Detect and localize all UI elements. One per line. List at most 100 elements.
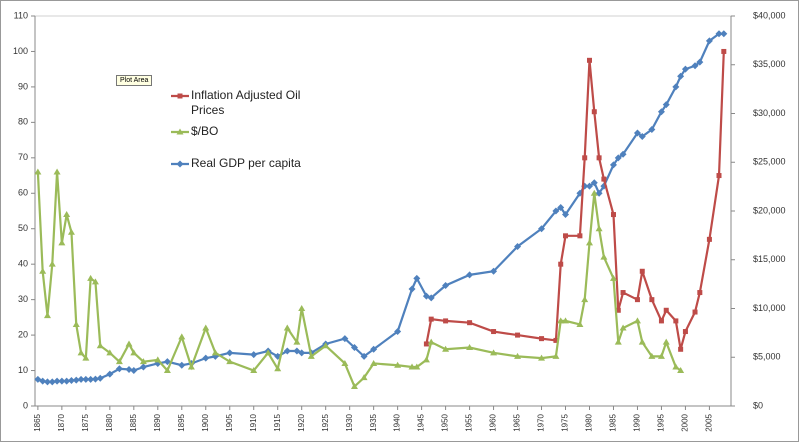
marker (250, 367, 258, 374)
marker (715, 30, 723, 38)
marker (187, 363, 195, 370)
x-tick-label: 1915 (273, 413, 282, 431)
marker (67, 376, 75, 384)
marker (307, 352, 315, 359)
x-tick-label: 1865 (33, 413, 42, 431)
marker (657, 352, 665, 359)
marker (91, 278, 99, 285)
marker (53, 377, 61, 385)
marker (672, 363, 680, 370)
x-tick-label: 1995 (657, 413, 666, 431)
marker (490, 349, 498, 356)
marker (293, 338, 301, 345)
marker (350, 344, 358, 351)
marker (442, 345, 450, 352)
y-tick-label: 0 (23, 400, 28, 410)
marker (408, 285, 416, 293)
marker (515, 332, 521, 338)
marker (82, 375, 90, 383)
marker (176, 128, 184, 135)
legend-label: Inflation Adjusted Oil Prices (191, 88, 301, 117)
y2-tick-label: $0 (753, 400, 763, 410)
marker (552, 352, 560, 359)
marker (178, 361, 186, 369)
marker (360, 352, 368, 360)
marker (692, 309, 698, 315)
marker (552, 207, 560, 215)
marker (115, 358, 123, 365)
x-tick-label: 1965 (513, 413, 522, 431)
x-tick-label: 2005 (705, 413, 714, 431)
marker (53, 168, 61, 175)
y-tick-label: 20 (18, 329, 28, 339)
marker (662, 101, 670, 109)
marker (466, 271, 474, 279)
marker (563, 233, 569, 239)
marker (648, 352, 656, 359)
marker (413, 274, 421, 282)
x-tick-label: 1980 (585, 413, 594, 431)
y2-tick-label: $5,000 (753, 352, 781, 362)
x-tick-label: 1875 (81, 413, 90, 431)
marker (514, 352, 522, 359)
marker (211, 349, 219, 356)
y2-tick-label: $25,000 (753, 157, 786, 167)
marker (716, 173, 722, 179)
marker (408, 363, 416, 370)
x-tick-label: 1990 (633, 413, 642, 431)
marker (490, 267, 498, 275)
marker (82, 354, 90, 361)
marker (582, 155, 588, 161)
marker (585, 239, 593, 246)
marker (423, 341, 429, 347)
marker (595, 225, 603, 232)
marker (427, 338, 435, 345)
x-tick-label: 1940 (393, 413, 402, 431)
marker (370, 359, 378, 366)
marker (581, 296, 589, 303)
marker (619, 324, 627, 331)
marker (322, 342, 330, 349)
marker (48, 260, 56, 267)
marker (48, 378, 56, 386)
y2-tick-label: $35,000 (753, 59, 786, 69)
marker (202, 324, 210, 331)
x-tick-label: 2000 (681, 413, 690, 431)
y2-tick-label: $15,000 (753, 254, 786, 264)
marker (557, 203, 565, 211)
marker (72, 376, 80, 384)
marker (413, 363, 421, 370)
marker (562, 211, 570, 219)
x-tick-label: 1970 (537, 413, 546, 431)
marker (130, 367, 138, 375)
marker (43, 312, 51, 319)
marker (638, 133, 646, 141)
marker (672, 83, 680, 91)
marker (96, 342, 104, 349)
marker (106, 349, 114, 356)
x-tick-label: 1890 (153, 413, 162, 431)
marker (360, 374, 368, 381)
marker (115, 365, 123, 373)
marker (96, 374, 104, 382)
marker (298, 305, 306, 311)
marker (577, 233, 583, 239)
marker (620, 290, 626, 296)
marker (576, 320, 584, 327)
marker (226, 349, 234, 357)
x-tick-label: 1960 (489, 413, 498, 431)
marker (178, 333, 186, 340)
y-tick-label: 60 (18, 188, 28, 198)
x-tick-label: 1895 (177, 413, 186, 431)
marker (673, 318, 679, 324)
marker (77, 349, 85, 356)
y-tick-label: 70 (18, 152, 28, 162)
marker (514, 242, 522, 250)
marker (562, 317, 570, 324)
marker (648, 125, 656, 133)
marker (422, 356, 430, 363)
marker (125, 340, 133, 347)
marker (634, 297, 640, 303)
tooltip: Plot Area (116, 75, 153, 86)
marker (601, 176, 607, 182)
